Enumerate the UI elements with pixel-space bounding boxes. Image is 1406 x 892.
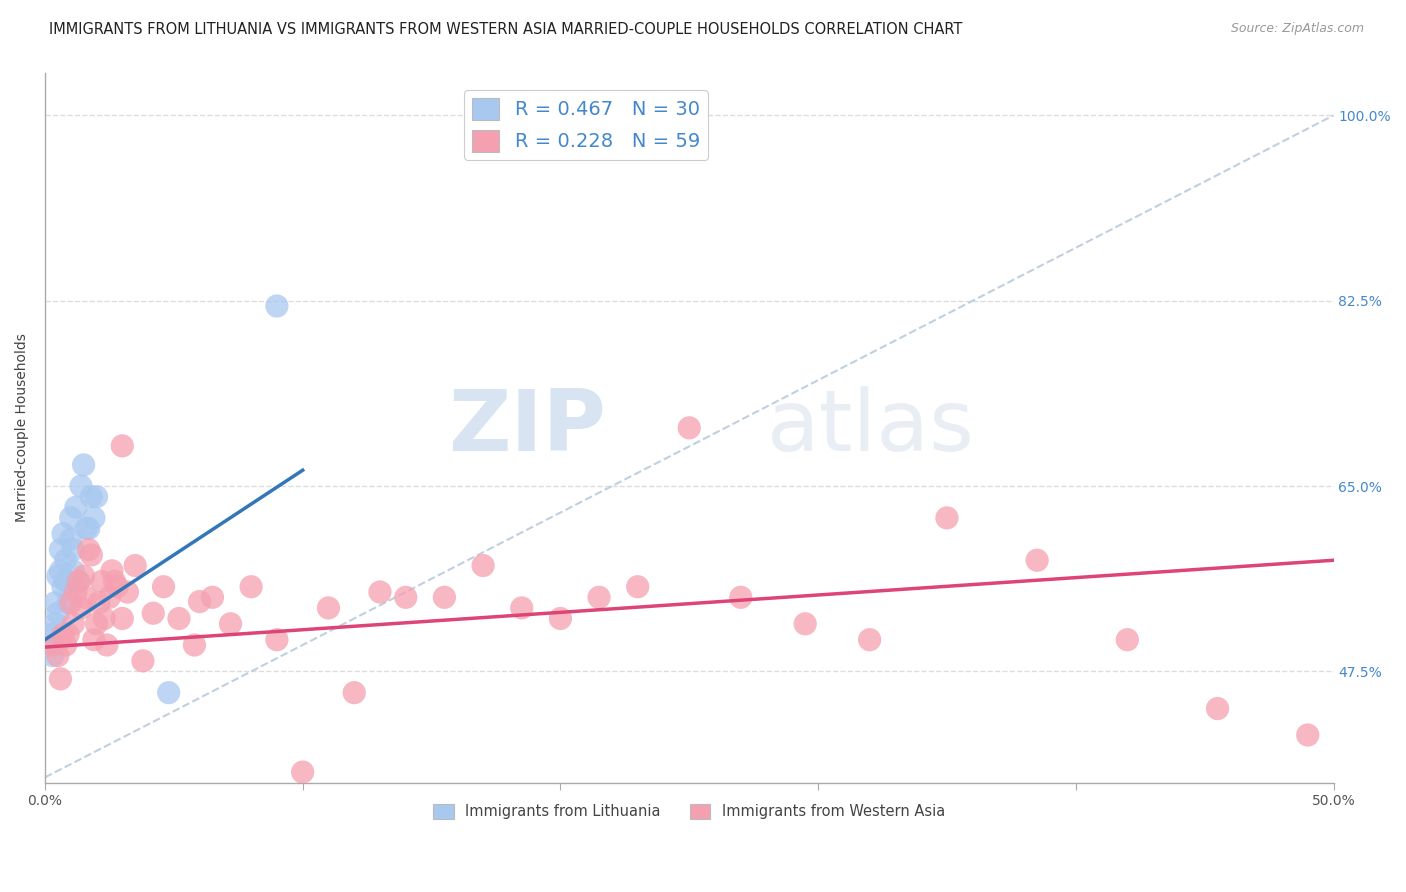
Point xyxy=(87,596,110,610)
Point xyxy=(111,439,134,453)
Point xyxy=(55,553,77,567)
Point xyxy=(59,532,82,546)
Y-axis label: Married-couple Households: Married-couple Households xyxy=(15,334,30,523)
Point xyxy=(49,564,72,578)
Text: IMMIGRANTS FROM LITHUANIA VS IMMIGRANTS FROM WESTERN ASIA MARRIED-COUPLE HOUSEHO: IMMIGRANTS FROM LITHUANIA VS IMMIGRANTS … xyxy=(49,22,963,37)
Point xyxy=(368,585,391,599)
Point xyxy=(49,542,72,557)
Point xyxy=(794,616,817,631)
Point xyxy=(93,611,115,625)
Point xyxy=(266,299,288,313)
Point xyxy=(105,580,128,594)
Point xyxy=(111,611,134,625)
Point xyxy=(59,511,82,525)
Point xyxy=(46,606,69,620)
Point xyxy=(59,596,82,610)
Point xyxy=(433,591,456,605)
Point xyxy=(157,686,180,700)
Point xyxy=(75,521,97,535)
Point xyxy=(52,526,75,541)
Point xyxy=(56,574,79,589)
Point xyxy=(52,627,75,641)
Point xyxy=(936,511,959,525)
Point xyxy=(39,627,62,641)
Point xyxy=(152,580,174,594)
Point xyxy=(67,574,90,589)
Point xyxy=(41,638,63,652)
Point xyxy=(550,611,572,625)
Point xyxy=(627,580,650,594)
Point xyxy=(472,558,495,573)
Point xyxy=(70,479,93,493)
Point xyxy=(77,542,100,557)
Point xyxy=(266,632,288,647)
Point xyxy=(291,765,314,780)
Point xyxy=(80,490,103,504)
Point xyxy=(96,638,118,652)
Point xyxy=(56,627,79,641)
Point xyxy=(83,511,105,525)
Point xyxy=(167,611,190,625)
Point xyxy=(1296,728,1319,742)
Point xyxy=(240,580,263,594)
Point xyxy=(86,490,108,504)
Point xyxy=(183,638,205,652)
Point xyxy=(67,574,90,589)
Point xyxy=(124,558,146,573)
Point xyxy=(44,596,66,610)
Text: ZIP: ZIP xyxy=(447,386,606,469)
Point xyxy=(1116,632,1139,647)
Point xyxy=(1026,553,1049,567)
Point xyxy=(62,542,84,557)
Point xyxy=(86,616,108,631)
Point xyxy=(46,569,69,583)
Point xyxy=(44,616,66,631)
Point xyxy=(62,564,84,578)
Point xyxy=(98,591,121,605)
Point xyxy=(75,591,97,605)
Point xyxy=(859,632,882,647)
Point xyxy=(37,638,59,652)
Point xyxy=(1206,701,1229,715)
Point xyxy=(65,500,87,515)
Legend: Immigrants from Lithuania, Immigrants from Western Asia: Immigrants from Lithuania, Immigrants fr… xyxy=(427,798,950,825)
Point xyxy=(103,574,125,589)
Point xyxy=(83,632,105,647)
Point xyxy=(343,686,366,700)
Point xyxy=(62,616,84,631)
Point xyxy=(77,521,100,535)
Point xyxy=(219,616,242,631)
Point xyxy=(510,601,533,615)
Point xyxy=(117,585,139,599)
Point xyxy=(56,596,79,610)
Point xyxy=(101,564,124,578)
Point xyxy=(72,569,94,583)
Point xyxy=(55,574,77,589)
Point xyxy=(730,591,752,605)
Point xyxy=(142,606,165,620)
Point xyxy=(55,638,77,652)
Point xyxy=(70,601,93,615)
Point xyxy=(72,458,94,472)
Point xyxy=(46,648,69,663)
Point xyxy=(678,421,700,435)
Point xyxy=(395,591,418,605)
Point xyxy=(588,591,610,605)
Point xyxy=(52,580,75,594)
Text: atlas: atlas xyxy=(766,386,974,469)
Point xyxy=(318,601,340,615)
Point xyxy=(41,648,63,663)
Point xyxy=(90,574,112,589)
Point xyxy=(80,548,103,562)
Point xyxy=(188,594,211,608)
Point xyxy=(65,585,87,599)
Point xyxy=(49,672,72,686)
Point xyxy=(132,654,155,668)
Point xyxy=(201,591,224,605)
Text: Source: ZipAtlas.com: Source: ZipAtlas.com xyxy=(1230,22,1364,36)
